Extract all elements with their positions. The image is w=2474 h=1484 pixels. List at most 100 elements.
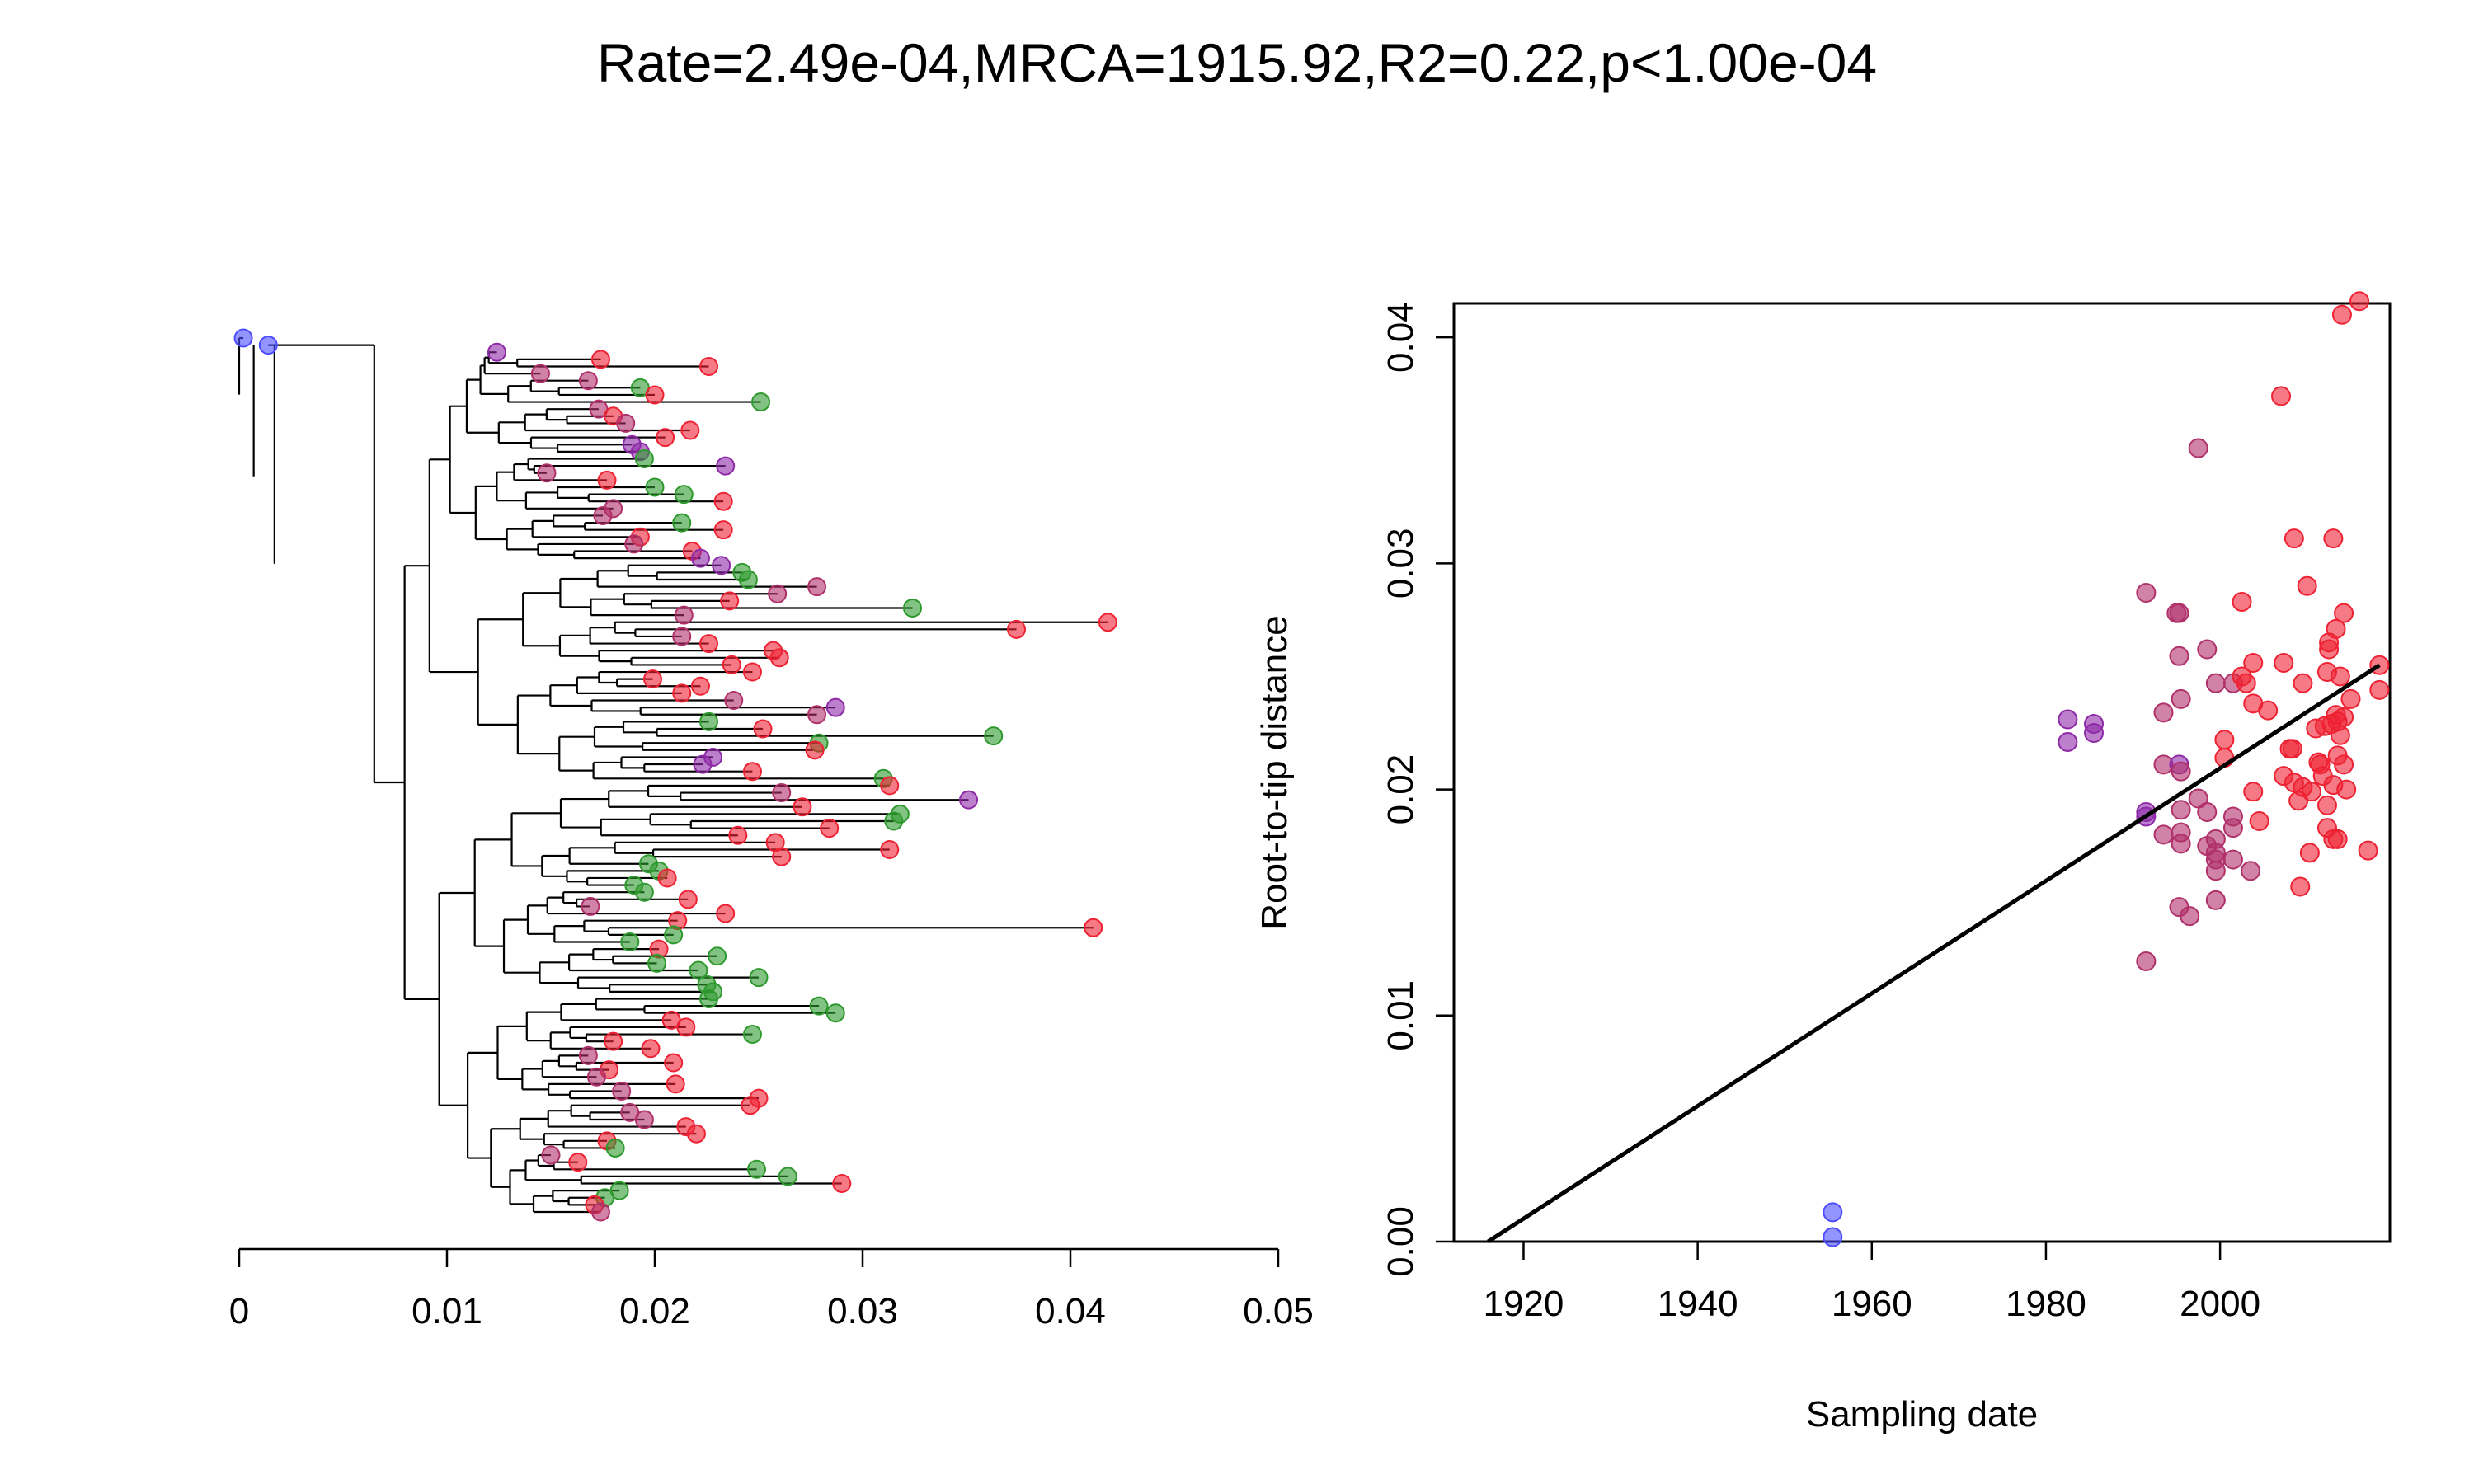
tree-tip-point <box>620 932 640 952</box>
tree-tip-point <box>724 691 744 711</box>
tree-tip-point <box>664 1053 684 1073</box>
scatter-point <box>2232 591 2252 612</box>
tree-tip-point <box>708 946 727 966</box>
scatter-point <box>2197 801 2218 822</box>
tree-tip-point <box>233 328 253 348</box>
scatter-point <box>2340 688 2361 709</box>
tree-tip-point <box>676 1017 696 1037</box>
tree-tip-point <box>884 811 904 831</box>
scatter-point <box>2316 795 2337 815</box>
tree-tip-point <box>605 1138 625 1158</box>
tree-tip-point <box>805 740 825 760</box>
scatter-point <box>2330 725 2350 745</box>
tree-tip-point <box>738 570 758 589</box>
tree-tip-points <box>233 328 1117 1222</box>
tree-tip-point <box>686 1124 706 1144</box>
scatter-point <box>2258 700 2279 721</box>
scatter-point <box>2241 861 2261 881</box>
scatter-point <box>2197 639 2218 660</box>
scatter-point <box>2274 653 2294 674</box>
plot-box <box>1452 302 2392 1243</box>
tree-tip-point <box>590 350 610 369</box>
tree-tip-point <box>984 726 1004 746</box>
tick-label: 1960 <box>1832 1284 1912 1324</box>
tree-tip-point <box>742 662 762 682</box>
tree-tip-point <box>880 776 900 796</box>
scatter-point <box>2284 528 2304 549</box>
scatter-point <box>2236 673 2256 693</box>
scatter-point <box>2331 304 2352 325</box>
tree-tip-point <box>751 392 771 412</box>
scatter-point <box>2334 707 2354 727</box>
scatter-point <box>2214 730 2235 750</box>
tree-tip-point <box>742 762 762 782</box>
tree-tip-point <box>820 819 840 838</box>
scatter-point <box>2326 618 2346 639</box>
x-axis-title: Sampling date <box>1806 1394 2038 1435</box>
scatter-point <box>2169 603 2189 623</box>
scatter-point <box>1823 1227 1843 1247</box>
tree-tip-point <box>616 413 636 433</box>
tick-label: 1920 <box>1484 1284 1564 1324</box>
root-to-tip-scatter-panel: 1920 1940 1960 1980 2000 0.000.010.020.030.0… <box>1254 291 2392 1435</box>
tree-tip-point <box>642 669 662 689</box>
phylogenetic-tree-panel: 0 0.01 0.02 0.03 0.04 0.05 <box>229 328 1314 1331</box>
tree-tip-point <box>581 896 600 916</box>
tick-label: 0.02 <box>619 1291 690 1331</box>
tree-tip-point <box>634 1110 654 1129</box>
scatter-point <box>2205 861 2226 881</box>
tree-tip-point <box>772 847 792 866</box>
tree-tip-point <box>657 868 677 888</box>
tick-label: 0.04 <box>1035 1291 1106 1331</box>
tree-tip-point <box>1006 619 1026 639</box>
scatter-point <box>2327 829 2348 849</box>
regression-line <box>1487 663 2381 1244</box>
scatter-point <box>1823 1202 1843 1223</box>
tree-x-axis: 0 0.01 0.02 0.03 0.04 0.05 <box>229 1247 1314 1331</box>
tree-tip-point <box>807 577 827 597</box>
tree-tip-point <box>832 1174 852 1194</box>
tree-tip-point <box>825 1003 845 1023</box>
tree-tip-point <box>699 356 719 376</box>
tree-tip-point <box>809 996 829 1016</box>
tree-tip-point <box>742 1025 762 1045</box>
tree-tip-point <box>586 1067 606 1087</box>
tick-label: 0.04 <box>1380 302 1421 373</box>
tree-tip-point <box>612 1081 632 1101</box>
scatter-point <box>2282 739 2302 759</box>
scatter-point <box>2136 951 2157 971</box>
scatter-point <box>2299 843 2320 863</box>
scatter-point <box>2058 731 2078 752</box>
tick-label: 1940 <box>1658 1284 1738 1324</box>
tree-tip-point <box>672 627 692 646</box>
tree-tip-point <box>689 960 708 980</box>
tick-label: 0.00 <box>1380 1206 1421 1277</box>
scatter-point <box>2153 824 2174 845</box>
scatter-point <box>2249 810 2269 831</box>
tree-tip-point <box>716 904 736 923</box>
scatter-point <box>2349 291 2370 312</box>
scatter-x-axis: 1920 1940 1960 1980 2000 <box>1484 1240 2260 1324</box>
scatter-points <box>1823 291 2390 1247</box>
scatter-point <box>2222 818 2243 838</box>
tree-tip-point <box>634 449 654 469</box>
tree-tip-point <box>645 385 665 405</box>
scatter-point <box>2293 673 2313 693</box>
tick-label: 0.02 <box>1380 754 1421 825</box>
tree-tip-point <box>772 783 792 803</box>
tree-tip-point <box>590 1202 610 1222</box>
y-axis-title: Root-to-tip distance <box>1254 615 1295 930</box>
tree-tip-point <box>693 754 713 774</box>
tick-label: 0.05 <box>1243 1291 1314 1331</box>
scatter-point <box>2297 575 2317 596</box>
scatter-y-axis: 0.00 0.01 0.02 0.03 0.04 <box>1380 302 1454 1277</box>
tree-tip-point <box>699 989 719 1008</box>
tree-tip-point <box>624 534 644 554</box>
scatter-point <box>2243 653 2264 674</box>
tree-tip-point <box>716 456 736 476</box>
scatter-point <box>2084 723 2105 744</box>
scatter-point <box>2153 702 2174 723</box>
tree-tip-point <box>741 1096 760 1115</box>
tree-tip-point <box>678 890 698 909</box>
